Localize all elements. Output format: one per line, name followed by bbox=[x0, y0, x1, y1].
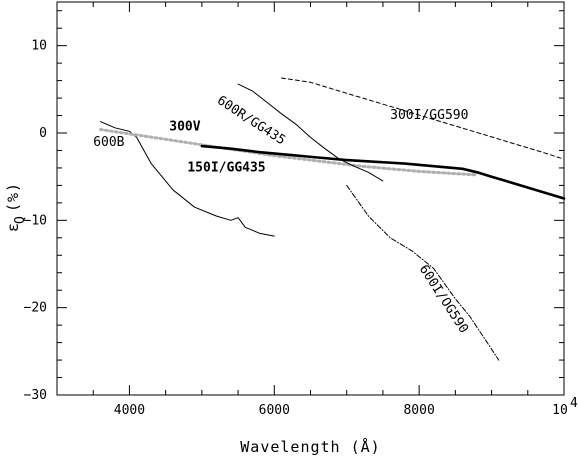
y-tick-label: −10 bbox=[24, 213, 47, 228]
series-label-600b: 600B bbox=[93, 135, 124, 150]
x-tick-label-exponent: 4 bbox=[570, 396, 578, 411]
x-tick-label: 4000 bbox=[114, 403, 145, 418]
series-label-150i-gg435: 150I/GG435 bbox=[187, 160, 265, 175]
y-tick-label: 10 bbox=[31, 39, 47, 54]
series-line-600r-gg435 bbox=[237, 83, 384, 182]
series-label-600r-gg435: 600R/GG435 bbox=[214, 93, 288, 148]
x-tick-label: 8000 bbox=[403, 403, 434, 418]
series-line-600i-og590 bbox=[346, 184, 500, 361]
y-axis-title: ε Q (%) bbox=[4, 182, 28, 232]
series-label-300i-gg590: 300I/GG590 bbox=[390, 108, 468, 123]
series-layer bbox=[99, 77, 566, 361]
series-label-300v: 300V bbox=[169, 119, 200, 134]
series-label-600i-og590: 600I/OG590 bbox=[416, 262, 471, 336]
plot-frame bbox=[56, 1, 565, 396]
y-tick-label: −30 bbox=[24, 388, 47, 403]
series-line-300i-gg590 bbox=[281, 77, 565, 160]
y-axis-title-unit: (%) bbox=[4, 182, 22, 212]
series-labels: 600B 300V 150I/GG435 600R/GG435 300I/GG590 60… bbox=[93, 93, 471, 336]
x-tick-label: 6000 bbox=[259, 403, 290, 418]
y-axis-title-main: ε bbox=[4, 222, 22, 232]
y-tick-label: −20 bbox=[24, 301, 47, 316]
x-axis-title: Wavelength (Å) bbox=[240, 437, 380, 456]
x-tick-label: 10 bbox=[552, 403, 568, 418]
series-line-600b bbox=[100, 121, 275, 237]
series-line-150i-gg435 bbox=[200, 144, 566, 200]
series-line-300v bbox=[99, 128, 479, 177]
y-axis-title-subscript: Q bbox=[13, 216, 28, 224]
y-tick-label: 0 bbox=[39, 126, 47, 141]
